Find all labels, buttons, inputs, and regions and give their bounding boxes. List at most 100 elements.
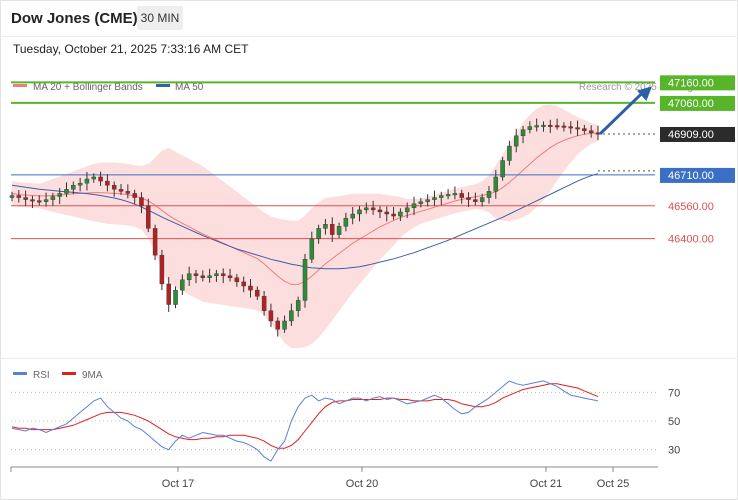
candle-body bbox=[588, 130, 594, 133]
candle-body bbox=[214, 273, 219, 276]
candle-body bbox=[513, 135, 519, 147]
price-labels: 47160.00 47060.00 46909.00 46710.00 46560.00… bbox=[660, 75, 735, 246]
candle-body bbox=[234, 277, 240, 283]
candle-body bbox=[582, 128, 587, 131]
candle-body bbox=[534, 125, 539, 128]
projection-arrow-head bbox=[636, 86, 652, 101]
candle-body bbox=[23, 197, 28, 200]
candle-body bbox=[527, 126, 533, 130]
candle-body bbox=[377, 209, 383, 213]
candle-body bbox=[500, 160, 505, 178]
candle-body bbox=[132, 193, 137, 198]
candle-body bbox=[466, 197, 471, 200]
candle-body bbox=[432, 197, 437, 200]
legend-rsi-label: RSI bbox=[33, 370, 50, 381]
rsi-legend: RSI 9MA bbox=[13, 370, 103, 381]
candle-body bbox=[473, 199, 478, 202]
price-levels bbox=[11, 81, 655, 240]
rsi-chart: RSI 9MA 70 50 30 Oct 17 Oct 20 Oct 21 Oct 25 bbox=[10, 370, 680, 490]
candle-body bbox=[57, 193, 62, 197]
candlesticks bbox=[9, 118, 601, 337]
candle-body bbox=[425, 199, 430, 202]
rsi-ma-line bbox=[11, 383, 599, 449]
candle-body bbox=[398, 211, 403, 217]
price-chart: MA 20 + Bollinger Bands MA 50 Research ©… bbox=[9, 75, 735, 349]
candle-body bbox=[77, 182, 83, 186]
candle-body bbox=[479, 197, 485, 202]
price-label-bg bbox=[660, 95, 735, 111]
candle-body bbox=[111, 184, 117, 190]
candle-body bbox=[439, 195, 444, 198]
candle-body bbox=[227, 275, 233, 278]
candle-body bbox=[268, 310, 274, 322]
candle-body bbox=[105, 180, 110, 186]
candle-body bbox=[146, 205, 151, 229]
candle-body bbox=[139, 197, 144, 206]
candle-body bbox=[207, 275, 212, 278]
rsi-tick-label: 50 bbox=[668, 416, 680, 428]
panel-divider bbox=[0, 358, 738, 359]
candle-body bbox=[330, 224, 335, 235]
candle-body bbox=[37, 200, 42, 203]
candle-body bbox=[486, 191, 492, 198]
candle-body bbox=[180, 279, 185, 291]
candle-body bbox=[357, 209, 362, 215]
candle-body bbox=[159, 254, 165, 285]
candle-body bbox=[16, 195, 22, 198]
candle-body bbox=[418, 201, 424, 204]
candle-body bbox=[561, 125, 567, 128]
candle-body bbox=[261, 296, 267, 311]
candle-body bbox=[289, 310, 294, 322]
price-label: 46400.00 bbox=[668, 234, 714, 246]
candle-body bbox=[152, 228, 158, 256]
candle-body bbox=[166, 283, 171, 305]
candle-body bbox=[364, 207, 369, 211]
rsi-tick-label: 70 bbox=[668, 387, 680, 399]
candle-body bbox=[554, 125, 560, 128]
price-label-bg bbox=[660, 75, 735, 91]
projection-arrow-shaft bbox=[598, 90, 646, 136]
x-axis-label: Oct 25 bbox=[597, 478, 629, 490]
candle-body bbox=[118, 189, 124, 192]
candle-body bbox=[275, 320, 280, 330]
price-label: 46560.00 bbox=[668, 201, 714, 213]
candle-body bbox=[316, 228, 321, 239]
price-label-bg bbox=[660, 167, 735, 183]
candle-body bbox=[568, 126, 573, 129]
candle-body bbox=[282, 320, 287, 330]
candle-body bbox=[9, 195, 15, 198]
candle-body bbox=[302, 259, 308, 301]
price-label-bg bbox=[660, 126, 735, 142]
candle-body bbox=[186, 273, 192, 281]
candle-body bbox=[30, 199, 35, 202]
time-axis: Oct 17 Oct 20 Oct 21 Oct 25 bbox=[10, 466, 658, 490]
candle-body bbox=[295, 300, 301, 311]
candle-body bbox=[84, 178, 90, 184]
candle-body bbox=[452, 193, 458, 196]
instrument-title: Dow Jones (CME) bbox=[11, 10, 138, 27]
rsi-lines bbox=[11, 380, 599, 462]
candle-body bbox=[411, 203, 417, 209]
projection-arrow bbox=[598, 86, 652, 136]
candle-body bbox=[520, 129, 526, 137]
candle-body bbox=[309, 238, 315, 260]
candle-body bbox=[64, 189, 69, 194]
price-label: 47160.00 bbox=[668, 77, 714, 89]
legend-ma20-label: MA 20 + Bollinger Bands bbox=[33, 82, 143, 93]
candle-body bbox=[575, 127, 580, 130]
candle-body bbox=[71, 184, 76, 190]
candle-body bbox=[248, 285, 253, 291]
candle-body bbox=[255, 289, 260, 297]
bollinger-bands bbox=[12, 104, 598, 349]
rsi-gridlines: 70 50 30 bbox=[11, 387, 680, 457]
candle-body bbox=[220, 273, 226, 276]
x-axis-label: Oct 17 bbox=[162, 478, 194, 490]
candle-body bbox=[548, 124, 553, 127]
copyright-text: Research © 2025 Trading Central bbox=[579, 82, 728, 93]
candle-body bbox=[445, 194, 451, 197]
candle-body bbox=[384, 211, 390, 215]
timestamp: Tuesday, October 21, 2025 7:33:16 AM CET bbox=[13, 42, 249, 56]
candle-body bbox=[91, 176, 97, 180]
timeframe-button[interactable]: 30 MIN bbox=[137, 6, 183, 30]
rsi-tick-label: 30 bbox=[668, 445, 680, 457]
